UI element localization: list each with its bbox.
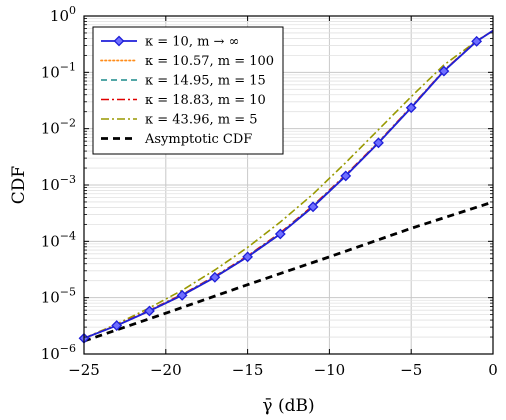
- y-tick-label: 10−1: [41, 60, 76, 81]
- x-tick-label: −20: [150, 361, 182, 379]
- y-axis-label: CDF: [9, 166, 29, 205]
- x-tick-label: −25: [68, 361, 100, 379]
- data-point: [176, 289, 188, 301]
- data-point: [242, 251, 254, 263]
- y-tick-label: 10−5: [41, 286, 76, 307]
- x-tick-label: 0: [488, 361, 498, 379]
- data-point: [405, 102, 417, 114]
- y-tick-label: 10−4: [41, 229, 76, 250]
- legend-label-0: κ = 10, m → ∞: [145, 35, 239, 50]
- data-point: [471, 35, 483, 47]
- data-point: [373, 137, 384, 149]
- x-tick-label: −10: [314, 361, 346, 379]
- data-point: [209, 271, 221, 283]
- x-tick-label: −15: [232, 361, 264, 379]
- legend-marker: [113, 35, 125, 47]
- data-point: [340, 170, 352, 182]
- y-tick-label: 10−6: [41, 342, 76, 363]
- data-point: [144, 305, 155, 317]
- legend: κ = 10, m → ∞ κ = 10.57, m = 100 κ = 14.95…: [92, 26, 284, 155]
- data-point: [111, 320, 123, 331]
- legend-label-2: κ = 14.95, m = 15: [145, 74, 266, 89]
- legend-label-4: κ = 43.96, m = 5: [145, 113, 258, 128]
- data-point: [307, 201, 319, 213]
- legend-label-3: κ = 18.83, m = 10: [145, 93, 266, 108]
- y-tick-label: 10−3: [41, 173, 76, 194]
- data-series: [78, 29, 494, 344]
- series-line-4: [83, 29, 494, 340]
- x-tick-label: −5: [400, 361, 422, 379]
- legend-box: [92, 26, 284, 155]
- x-axis-label: γ̄ (dB): [262, 396, 314, 416]
- legend-label-1: κ = 10.57, m = 100: [145, 54, 274, 69]
- series-line-5: [83, 200, 494, 343]
- legend-label-5: Asymptotic CDF: [144, 132, 252, 147]
- y-tick-label: 10−2: [41, 117, 76, 138]
- series-line-0: [83, 29, 494, 340]
- data-point: [274, 228, 286, 240]
- y-tick-label: 100: [50, 4, 76, 25]
- data-point: [438, 65, 450, 77]
